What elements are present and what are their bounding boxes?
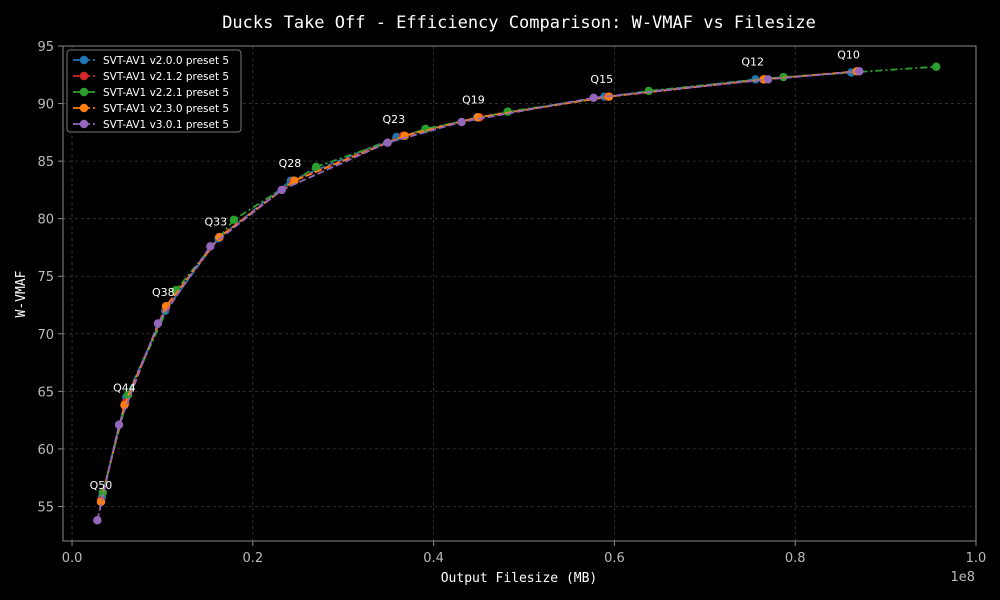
y-tick-label: 75: [37, 270, 54, 285]
series-line-5: [96, 70, 860, 521]
series-5-point: [383, 138, 392, 147]
legend-label: SVT-AV1 v2.1.2 preset 5: [103, 71, 229, 83]
x-tick-label: 0.2: [242, 551, 263, 566]
series-5-point: [277, 185, 286, 195]
series-4-point: [96, 497, 106, 507]
x-axis-offset-label: 1e8: [950, 570, 975, 585]
y-tick-label: 65: [37, 385, 54, 400]
y-tick-label: 55: [37, 500, 54, 515]
quality-annotation: Q44: [113, 381, 136, 394]
series-5-point: [855, 67, 864, 76]
series-3-point: [311, 162, 321, 172]
series-4-point: [290, 176, 299, 185]
series-3-point: [171, 285, 181, 295]
legend-marker: [79, 87, 89, 97]
quality-annotation: Q23: [383, 113, 406, 126]
y-axis-label: W-VMAF: [14, 270, 29, 317]
x-tick-label: 0.8: [785, 551, 806, 566]
series-5-point: [93, 516, 102, 525]
y-tick-label: 95: [37, 40, 54, 55]
legend: SVT-AV1 v2.0.0 preset 5 SVT-AV1 v2.1.2 pr…: [66, 49, 242, 133]
series-5-point: [206, 242, 215, 251]
quality-annotation: Q33: [204, 216, 227, 229]
plot-frame: [62, 45, 977, 542]
y-tick-label: 70: [37, 328, 54, 343]
legend-marker: [79, 119, 89, 129]
legend-box: [66, 49, 242, 133]
axes-layer: 0.0 0.2 0.4 0.6 0.8 1.0 55 60 65 70 75 80 85 90 95: [37, 40, 986, 566]
quality-annotation: Q12: [741, 56, 764, 69]
series-5-point: [589, 93, 598, 103]
y-tick-label: 85: [37, 155, 54, 170]
x-tick-label: 0.6: [604, 551, 625, 566]
legend-label: SVT-AV1 v2.2.1 preset 5: [103, 87, 229, 99]
series-4-point: [215, 232, 224, 242]
quality-annotation: Q10: [837, 49, 860, 62]
y-tick-label: 60: [37, 443, 54, 458]
legend-marker: [79, 55, 89, 65]
x-tick-label: 0.4: [423, 551, 444, 566]
y-tick-label: 90: [37, 98, 54, 113]
quality-annotation: Q15: [590, 73, 613, 86]
quality-annotation: Q50: [90, 479, 113, 492]
legend-label: SVT-AV1 v2.3.0 preset 5: [103, 103, 229, 115]
legend-label: SVT-AV1 v2.0.0 preset 5: [103, 55, 229, 67]
quality-annotation: Q38: [152, 286, 175, 299]
series-3-point: [229, 215, 239, 225]
series-layer: [93, 62, 941, 525]
quality-annotation: Q19: [462, 94, 485, 107]
series-5-point: [114, 420, 124, 429]
series-5-point: [153, 319, 163, 328]
series-5-point: [763, 75, 773, 84]
legend-label: SVT-AV1 v3.0.1 preset 5: [103, 119, 229, 131]
series-3-point: [932, 62, 941, 71]
x-axis-label: Output Filesize (MB): [441, 571, 598, 586]
chart-title: Ducks Take Off - Efficiency Comparison: …: [222, 13, 816, 33]
y-tick-label: 80: [37, 213, 54, 228]
legend-marker: [79, 71, 89, 81]
quality-annotation: Q28: [279, 157, 302, 170]
legend-marker: [79, 103, 89, 113]
x-tick-label: 0.0: [62, 551, 83, 566]
annotation-layer: Q50 Q44 Q38 Q33 Q28 Q23 Q19 Q15 Q12 Q10: [90, 49, 860, 493]
x-tick-label: 1.0: [966, 551, 987, 566]
series-5-point: [457, 117, 466, 127]
